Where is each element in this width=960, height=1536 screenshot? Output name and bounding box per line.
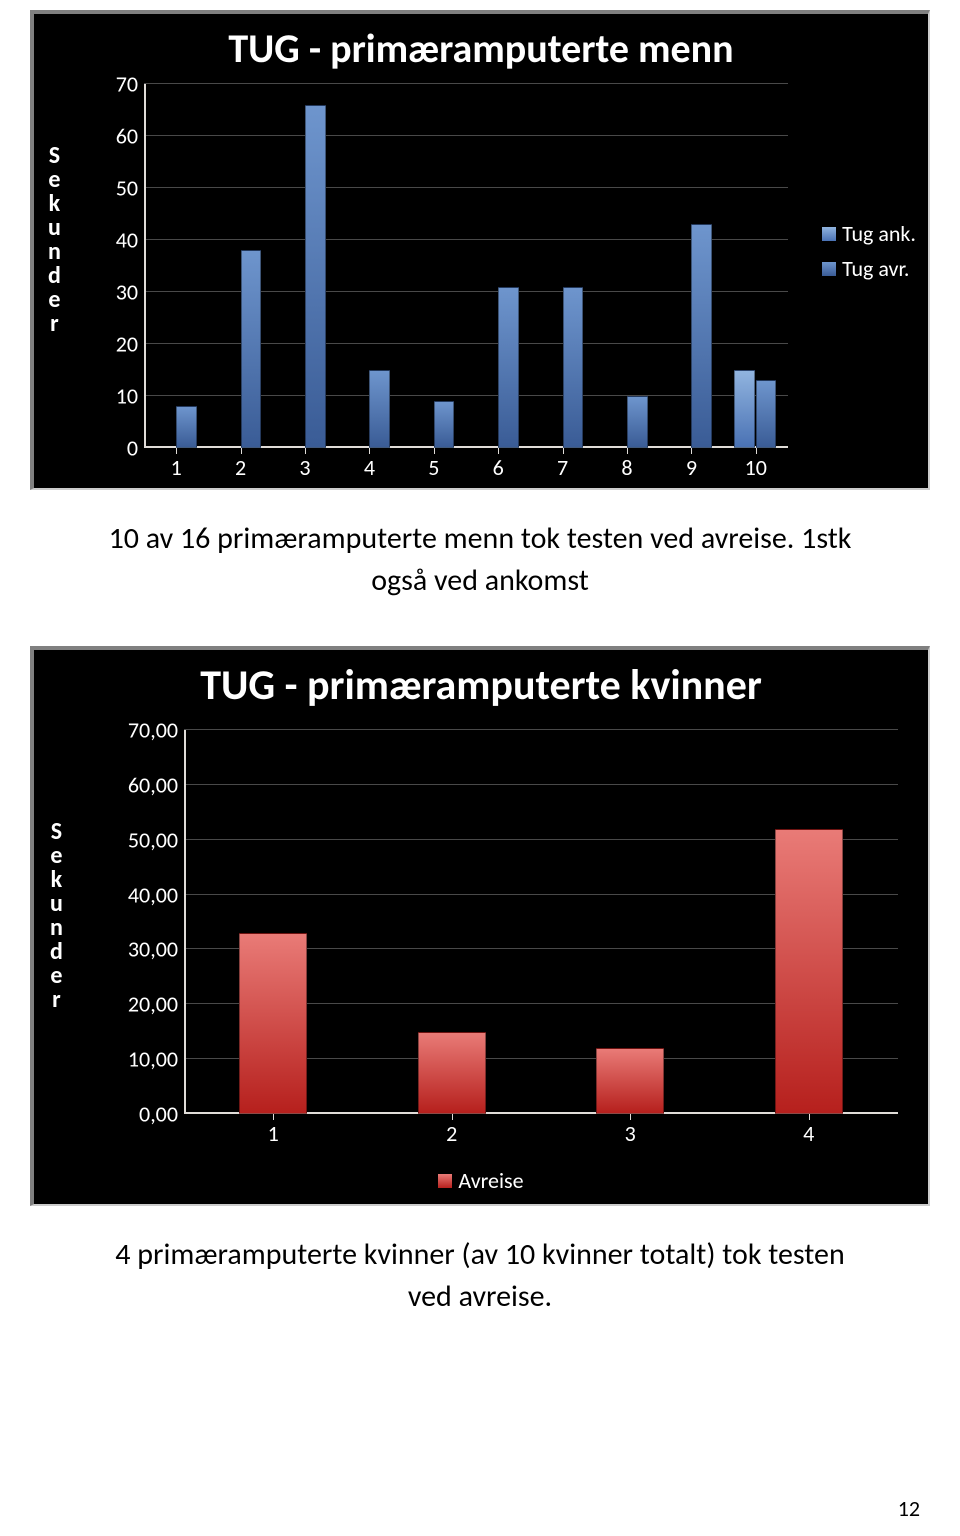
legend: Tug ank. Tug avr.	[822, 220, 916, 282]
legend-item: Tug ank.	[822, 220, 916, 247]
gridline	[144, 83, 788, 84]
bar	[627, 396, 648, 448]
bar	[239, 933, 307, 1114]
gridline	[184, 729, 898, 730]
bar	[434, 401, 455, 448]
page-number: 12	[898, 1495, 920, 1522]
y-tick-label: 10	[116, 383, 144, 410]
x-tick-mark	[630, 1114, 631, 1120]
bar	[596, 1048, 664, 1114]
y-tick-label: 70	[116, 71, 144, 98]
bar	[691, 224, 712, 448]
y-tick-label: 30	[116, 279, 144, 306]
plot-area: 0,0010,0020,0030,0040,0050,0060,0070,001…	[184, 730, 898, 1114]
y-tick-label: 0	[127, 435, 144, 462]
y-axis-label: Sekunder	[50, 820, 63, 1012]
bar	[775, 829, 843, 1114]
chart-title: TUG - primæramputerte kvinner	[34, 650, 928, 711]
legend-swatch	[822, 262, 836, 276]
caption-men: 10 av 16 primæramputerte menn tok testen…	[109, 518, 852, 602]
x-tick-mark	[691, 448, 692, 454]
y-axis-label: Sekunder	[48, 144, 61, 336]
y-tick-label: 50,00	[128, 826, 184, 853]
y-tick-label: 60	[116, 123, 144, 150]
legend-item: Avreise	[438, 1167, 523, 1194]
x-tick-mark	[756, 448, 757, 454]
bar	[241, 250, 262, 448]
bar	[563, 287, 584, 448]
gridline	[144, 187, 788, 188]
x-tick-mark	[563, 448, 564, 454]
x-tick-mark	[498, 448, 499, 454]
y-tick-label: 40,00	[128, 881, 184, 908]
gridline	[144, 135, 788, 136]
y-tick-label: 70,00	[128, 717, 184, 744]
bar	[498, 287, 519, 448]
chart-title: TUG - primæramputerte menn	[34, 14, 928, 73]
plot-area: 01020304050607012345678910	[144, 84, 788, 448]
x-tick-mark	[809, 1114, 810, 1120]
y-tick-label: 0,00	[139, 1101, 184, 1128]
x-tick-mark	[176, 448, 177, 454]
bar	[756, 380, 777, 448]
caption-women-line1: 4 primæramputerte kvinner (av 10 kvinner…	[115, 1236, 844, 1273]
legend-label: Tug avr.	[842, 255, 909, 282]
legend-swatch	[822, 227, 836, 241]
bar	[418, 1032, 486, 1114]
bar	[305, 105, 326, 448]
legend-label: Avreise	[458, 1167, 523, 1194]
bar	[734, 370, 755, 448]
legend: Avreise	[34, 1167, 928, 1194]
bar	[369, 370, 390, 448]
y-axis-line	[144, 84, 146, 448]
legend-label: Tug ank.	[842, 220, 916, 247]
chart-men: TUG - primæramputerte menn01020304050607…	[30, 10, 930, 490]
chart-women: TUG - primæramputerte kvinner0,0010,0020…	[30, 646, 930, 1206]
y-tick-label: 20,00	[128, 991, 184, 1018]
x-tick-mark	[452, 1114, 453, 1120]
bar	[176, 406, 197, 448]
y-axis-line	[184, 730, 186, 1114]
y-tick-label: 10,00	[128, 1046, 184, 1073]
y-tick-label: 60,00	[128, 771, 184, 798]
legend-swatch	[438, 1174, 452, 1188]
caption-men-line2: også ved ankomst	[371, 562, 589, 599]
gridline	[184, 784, 898, 785]
y-tick-label: 20	[116, 331, 144, 358]
x-tick-mark	[305, 448, 306, 454]
caption-men-line1: 10 av 16 primæramputerte menn tok testen…	[109, 520, 852, 557]
y-tick-label: 50	[116, 175, 144, 202]
x-tick-mark	[434, 448, 435, 454]
x-tick-mark	[627, 448, 628, 454]
x-tick-mark	[369, 448, 370, 454]
caption-women-line2: ved avreise.	[408, 1278, 552, 1315]
legend-item: Tug avr.	[822, 255, 916, 282]
caption-women: 4 primæramputerte kvinner (av 10 kvinner…	[115, 1234, 844, 1318]
y-tick-label: 40	[116, 227, 144, 254]
x-tick-mark	[273, 1114, 274, 1120]
x-tick-mark	[241, 448, 242, 454]
y-tick-label: 30,00	[128, 936, 184, 963]
